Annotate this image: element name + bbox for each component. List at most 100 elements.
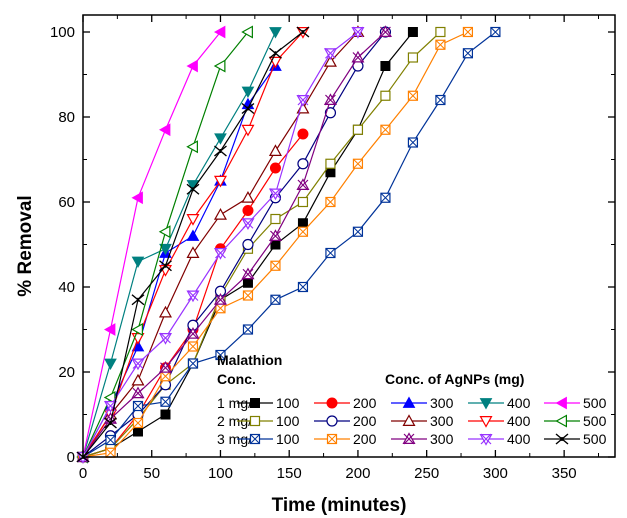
data-point bbox=[407, 137, 419, 148]
data-point bbox=[351, 50, 365, 63]
data-point bbox=[296, 26, 310, 38]
legend-dose-label: 400 bbox=[507, 395, 531, 411]
x-tick-label: 300 bbox=[483, 465, 508, 482]
data-point bbox=[131, 191, 143, 205]
legend-marker bbox=[402, 414, 416, 426]
data-point bbox=[241, 124, 255, 137]
data-point bbox=[186, 327, 200, 340]
data-point bbox=[158, 123, 171, 137]
data-point bbox=[158, 361, 173, 374]
data-point bbox=[241, 217, 255, 230]
series-3mgl-500 bbox=[76, 26, 310, 463]
legend-marker bbox=[479, 398, 493, 410]
data-point bbox=[213, 247, 227, 260]
legend-marker bbox=[326, 415, 338, 427]
legend-marker bbox=[555, 414, 568, 428]
x-tick-label: 350 bbox=[552, 465, 577, 482]
data-point bbox=[213, 59, 226, 73]
legend-marker bbox=[250, 398, 260, 408]
data-point bbox=[131, 386, 145, 399]
data-point bbox=[160, 396, 171, 407]
data-point bbox=[131, 373, 145, 386]
x-axis-label: Time (minutes) bbox=[272, 495, 407, 516]
data-point bbox=[158, 225, 171, 239]
data-point bbox=[268, 188, 282, 201]
x-tick-label: 200 bbox=[345, 465, 370, 482]
data-point bbox=[462, 26, 474, 38]
data-point bbox=[214, 133, 227, 145]
data-point bbox=[104, 417, 117, 429]
y-tick-label: 60 bbox=[58, 194, 75, 211]
data-point bbox=[270, 213, 281, 225]
legend-dose-label: 100 bbox=[276, 431, 300, 447]
data-point bbox=[380, 61, 391, 71]
data-point bbox=[131, 256, 145, 269]
data-point bbox=[213, 25, 226, 39]
data-point bbox=[131, 294, 145, 306]
data-point bbox=[104, 358, 117, 371]
data-point bbox=[103, 390, 116, 405]
data-point bbox=[186, 214, 200, 226]
x-tick-label: 0 bbox=[79, 465, 87, 482]
series-line bbox=[82, 31, 277, 458]
data-point bbox=[242, 290, 254, 301]
data-point bbox=[297, 158, 309, 170]
axes-layer: 0 50 100 150 200 250 300 350 0 20 40 60 80 100 bbox=[50, 14, 616, 482]
data-point bbox=[352, 124, 364, 135]
data-point bbox=[132, 417, 144, 429]
legend-heading-agnps: Conc. of AgNPs (mg) bbox=[385, 371, 524, 387]
data-point bbox=[323, 93, 337, 106]
data-point bbox=[186, 59, 198, 73]
legend-marker bbox=[402, 432, 416, 445]
data-point bbox=[242, 277, 253, 288]
data-point bbox=[214, 145, 227, 157]
data-point bbox=[186, 183, 200, 195]
legend-marker bbox=[555, 396, 567, 410]
series-line bbox=[82, 31, 221, 458]
data-point bbox=[131, 322, 143, 337]
legend-dose-label: 400 bbox=[507, 413, 531, 429]
data-point bbox=[105, 447, 116, 458]
legend-dose-label: 100 bbox=[276, 413, 300, 429]
data-point bbox=[435, 39, 446, 50]
data-point bbox=[187, 341, 199, 352]
data-point bbox=[296, 178, 310, 191]
legend-dose-label: 300 bbox=[430, 395, 454, 411]
legend-dose-label: 200 bbox=[353, 413, 377, 429]
data-point bbox=[297, 281, 309, 293]
data-point bbox=[324, 107, 337, 119]
legend-dose-label: 500 bbox=[583, 395, 607, 411]
data-point bbox=[241, 86, 255, 99]
legend-dose-label: 500 bbox=[583, 413, 607, 429]
data-point bbox=[269, 47, 282, 59]
data-point bbox=[213, 208, 227, 220]
plot-frame bbox=[82, 14, 616, 458]
data-point bbox=[186, 290, 200, 303]
data-point bbox=[297, 226, 309, 237]
legend-heading-conc: Conc. bbox=[217, 371, 256, 387]
series-2mgl-500 bbox=[76, 25, 253, 464]
y-tick-label: 100 bbox=[50, 24, 75, 41]
data-point bbox=[268, 144, 282, 156]
data-point bbox=[132, 426, 143, 437]
legend-marker bbox=[249, 415, 261, 427]
data-point bbox=[186, 229, 200, 241]
legend-marker bbox=[402, 396, 416, 408]
legend: Malathion Conc. Conc. of AgNPs (mg) 1 mg… bbox=[217, 352, 607, 447]
data-point bbox=[323, 47, 337, 60]
y-axis-label: % Removal bbox=[15, 195, 36, 296]
data-point bbox=[186, 246, 200, 258]
data-point bbox=[241, 25, 253, 39]
data-point bbox=[159, 260, 172, 272]
data-point bbox=[187, 358, 199, 369]
data-point bbox=[241, 267, 255, 280]
data-point bbox=[462, 48, 474, 59]
data-point bbox=[380, 124, 391, 135]
data-point bbox=[352, 226, 364, 237]
data-point bbox=[351, 26, 365, 39]
data-point bbox=[268, 229, 282, 242]
x-tick-label: 250 bbox=[414, 465, 439, 482]
data-point bbox=[242, 324, 254, 335]
data-point bbox=[435, 26, 446, 38]
